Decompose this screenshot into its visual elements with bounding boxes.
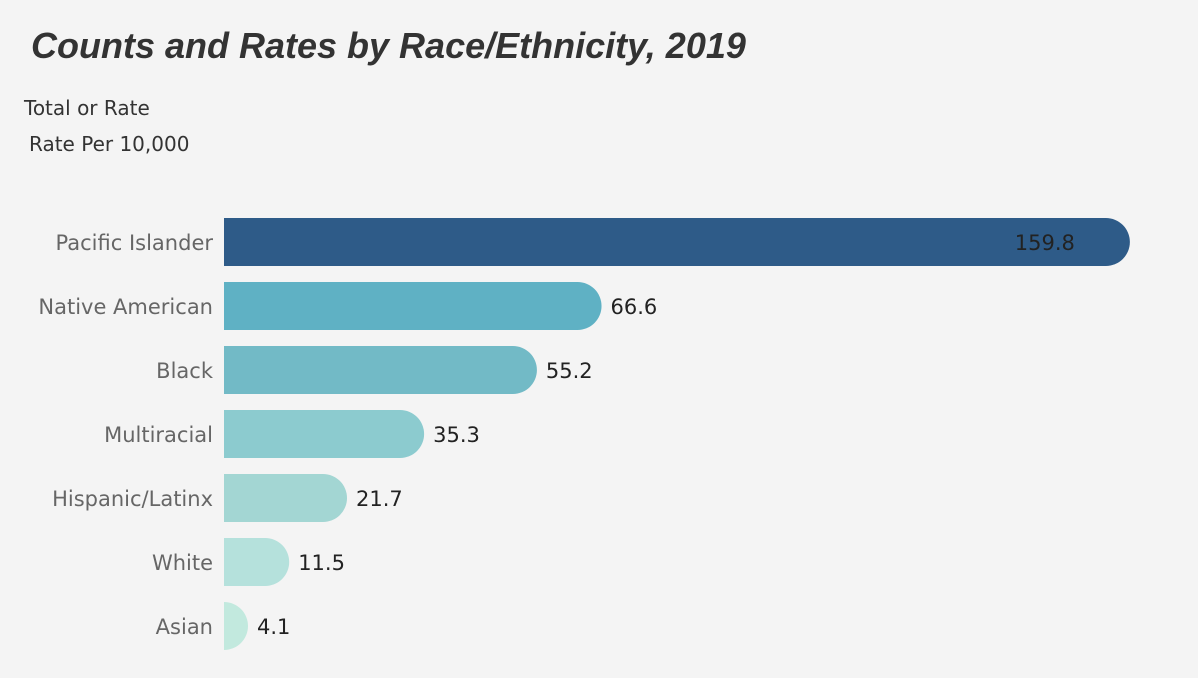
value-label-native-american: 66.6 [611,295,658,319]
chart-title: Counts and Rates by Race/Ethnicity, 2019 [31,25,746,66]
value-label-black: 55.2 [546,359,593,383]
bar-white[interactable] [224,538,290,586]
value-label-white: 11.5 [298,551,345,575]
category-label-hispanic-latinx: Hispanic/Latinx [52,487,213,511]
category-label-white: White [152,551,213,575]
category-label-pacific-islander: Pacific Islander [56,231,214,255]
category-label-native-american: Native American [38,295,213,319]
value-label-multiracial: 35.3 [433,423,480,447]
category-label-asian: Asian [156,615,213,639]
filter-label: Total or Rate [24,96,150,120]
bar-asian[interactable] [224,602,248,650]
bar-multiracial[interactable] [224,410,425,458]
bar-hispanic-latinx[interactable] [224,474,348,522]
bar-pacific-islander[interactable] [224,218,1130,266]
value-label-pacific-islander: 159.8 [1015,231,1075,255]
bar-black[interactable] [224,346,537,394]
bar-native-american[interactable] [224,282,602,330]
value-label-hispanic-latinx: 21.7 [356,487,403,511]
value-label-asian: 4.1 [257,615,290,639]
category-label-multiracial: Multiracial [104,423,213,447]
filter-value[interactable]: Rate Per 10,000 [29,132,190,156]
category-label-black: Black [156,359,214,383]
